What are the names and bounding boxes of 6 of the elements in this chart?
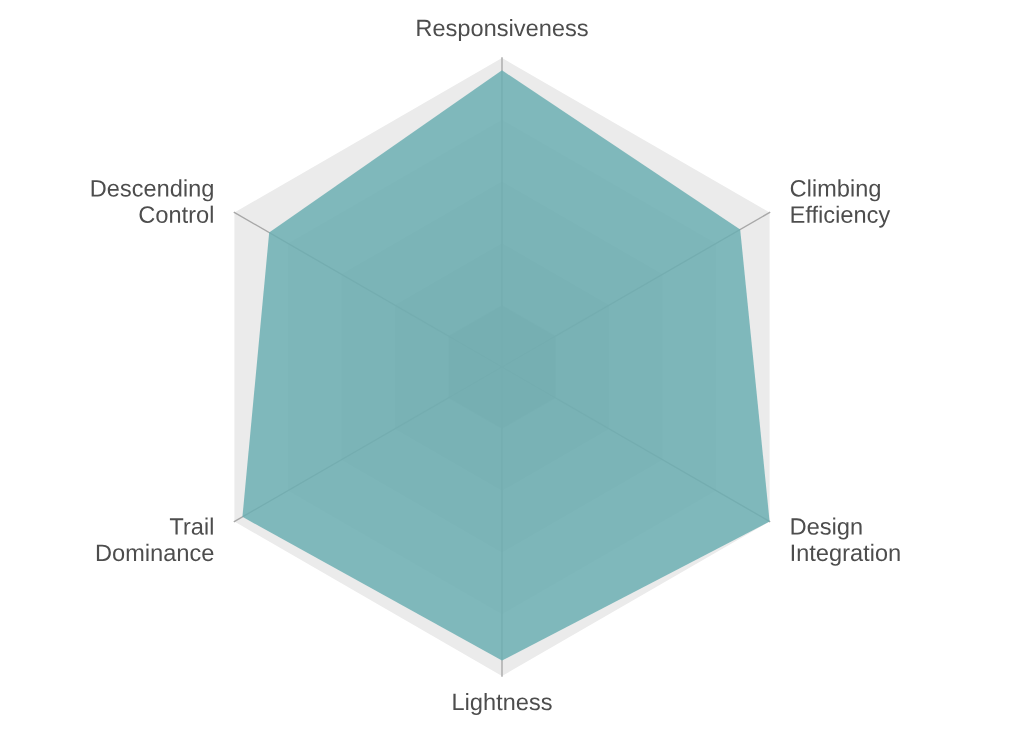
spoke-label: Lightness — [453, 692, 552, 715]
spoke-label: Responsiveness — [417, 19, 588, 42]
spoke-label: Trail Dominance — [96, 517, 214, 562]
spoke-label: Descending Control — [91, 179, 213, 223]
spoke-label: Climbing Efficiency — [790, 179, 891, 228]
spoke-label: Design Integration — [791, 517, 900, 566]
